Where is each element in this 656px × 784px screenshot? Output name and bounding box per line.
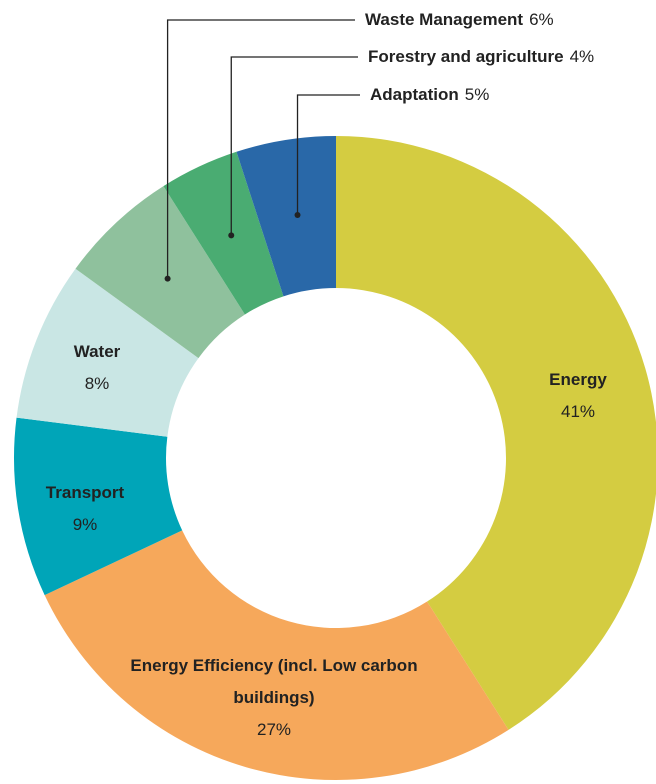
leader-dot — [164, 275, 171, 282]
slice-value: 41% — [560, 402, 596, 421]
leader-label: Waste Management 6% — [365, 10, 554, 30]
donut-slice — [163, 151, 284, 315]
leader-label: Forestry and agriculture 4% — [368, 47, 594, 67]
slice-value: 4% — [569, 47, 595, 66]
slice-value: 5% — [464, 85, 490, 104]
slice-name: Water — [73, 342, 121, 361]
donut-slice — [236, 136, 336, 297]
slice-name: Transport — [45, 483, 125, 502]
donut-slice — [75, 186, 245, 359]
slice-name: Waste Management — [365, 10, 524, 29]
leader-dot — [294, 212, 301, 219]
slice-name: Forestry and agriculture — [368, 47, 564, 66]
donut-slice — [16, 268, 199, 437]
slice-value: 27% — [256, 720, 292, 739]
leader-line — [296, 94, 360, 216]
slice-label: Transport 9% — [15, 477, 155, 541]
leader-label: Adaptation 5% — [370, 85, 489, 105]
donut-slice — [336, 136, 656, 730]
slice-value: 8% — [84, 374, 110, 393]
slice-value: 6% — [529, 10, 554, 29]
leader-line — [166, 19, 355, 279]
leader-line — [230, 56, 358, 236]
slice-label: Energy 41% — [508, 364, 648, 428]
slice-label: Energy Efficiency (incl. Low carbon buil… — [129, 650, 419, 746]
slice-value: 9% — [72, 515, 98, 534]
slice-name: Adaptation — [370, 85, 459, 104]
slice-name: Energy — [549, 370, 607, 389]
slice-label: Water 8% — [27, 336, 167, 400]
donut-slice — [44, 530, 509, 780]
slice-name: Energy Efficiency (incl. Low carbon buil… — [130, 656, 418, 707]
leader-dot — [228, 232, 235, 239]
donut-slice — [13, 417, 183, 596]
